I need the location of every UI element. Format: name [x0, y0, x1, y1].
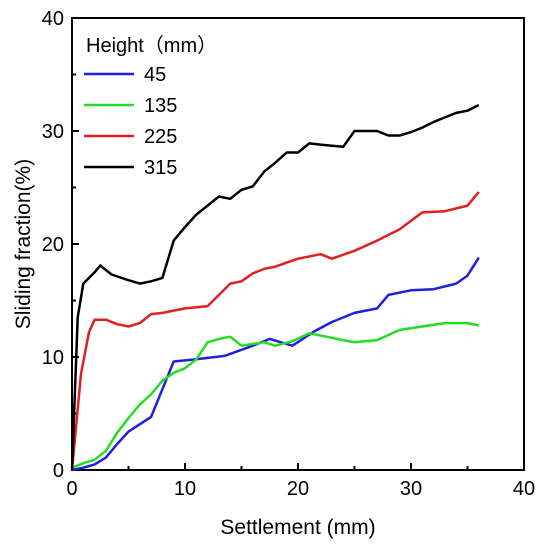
x-tick-label: 20: [287, 478, 309, 500]
y-tick-label: 0: [53, 460, 64, 482]
y-tick-label: 20: [42, 234, 64, 256]
legend-label-225: 225: [144, 126, 177, 148]
y-axis-title: Sliding fraction(%): [12, 159, 35, 329]
legend: Height（mm） 45 135 225 315: [84, 34, 217, 179]
x-tick-label: 10: [174, 478, 196, 500]
series-line-45: [71, 256, 480, 472]
y-tick-label: 10: [42, 347, 64, 369]
y-tick-label: 40: [42, 8, 64, 30]
series-line-225: [70, 191, 480, 471]
legend-title: Height（mm）: [86, 34, 217, 57]
x-tick-label: 40: [513, 478, 535, 500]
x-tick-label: 30: [400, 478, 422, 500]
legend-label-135: 135: [144, 95, 177, 117]
series-line-315: [70, 103, 480, 471]
y-tick-label: 30: [42, 121, 64, 143]
legend-label-315: 315: [144, 157, 177, 179]
x-axis: 0 10 20 30 40: [66, 463, 535, 500]
series-line-135: [71, 321, 480, 469]
series-layer: [70, 103, 480, 472]
y-axis: 0 10 20 30 40: [42, 8, 79, 482]
x-tick-label: 0: [66, 478, 77, 500]
plot-frame: [71, 17, 525, 471]
legend-label-45: 45: [144, 64, 166, 86]
x-axis-title: Settlement (mm): [220, 516, 375, 539]
